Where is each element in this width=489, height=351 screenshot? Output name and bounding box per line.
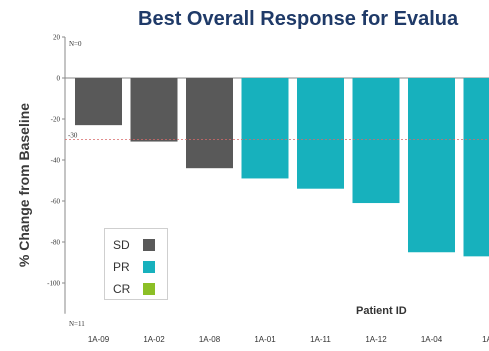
y-tick-label: -40 [51, 157, 61, 165]
y-tick-label: -100 [47, 280, 60, 288]
legend-swatch-pr [143, 261, 155, 273]
legend-swatch-sd [143, 239, 155, 251]
bar-1a-08 [186, 78, 233, 169]
category-label: 1A-11 [310, 335, 331, 344]
category-label: 1A-01 [254, 335, 276, 344]
category-label: 1A-04 [421, 335, 443, 344]
reference-line-label: -30 [68, 132, 78, 140]
legend-label-sd: SD [113, 238, 130, 252]
bar-1a-01 [241, 78, 289, 179]
bars [75, 78, 489, 257]
legend-item-pr: PR [113, 259, 163, 275]
y-tick-label: -80 [51, 239, 61, 247]
category-label: 1A-09 [88, 335, 110, 344]
bar-1a-02 [130, 78, 178, 142]
annotation-bottom: N=11 [69, 320, 85, 328]
legend-item-cr: CR [113, 281, 163, 297]
annotation-top: N=0 [69, 40, 82, 48]
bar-1a [463, 78, 489, 257]
category-labels: 1A-09 1A-02 1A-08 1A-01 1A-11 1A-12 1A-04 1A [88, 335, 489, 344]
annotations: N=0 N=11 [69, 40, 85, 328]
reference-line-group: -30 [65, 132, 489, 140]
legend-item-sd: SD [113, 237, 163, 253]
y-tick-label: -60 [51, 198, 61, 206]
legend: SD PR CR [104, 228, 168, 300]
category-label: 1A-02 [143, 335, 165, 344]
legend-label-cr: CR [113, 282, 131, 296]
y-tick-label: 20 [53, 34, 61, 42]
category-label: 1A-12 [365, 335, 387, 344]
bar-1a-04 [408, 78, 455, 253]
chart-title: Best Overall Response for Evalua [138, 8, 459, 30]
legend-label-pr: PR [113, 260, 130, 274]
category-label: 1A-08 [199, 335, 221, 344]
category-label: 1A [482, 335, 489, 344]
bar-1a-11 [297, 78, 344, 189]
bar-1a-09 [75, 78, 122, 126]
y-tick-label: -20 [51, 116, 61, 124]
legend-swatch-cr [143, 283, 155, 295]
bar-1a-12 [352, 78, 400, 204]
x-axis-label: Patient ID [356, 305, 407, 317]
y-tick-label: 0 [57, 75, 61, 83]
